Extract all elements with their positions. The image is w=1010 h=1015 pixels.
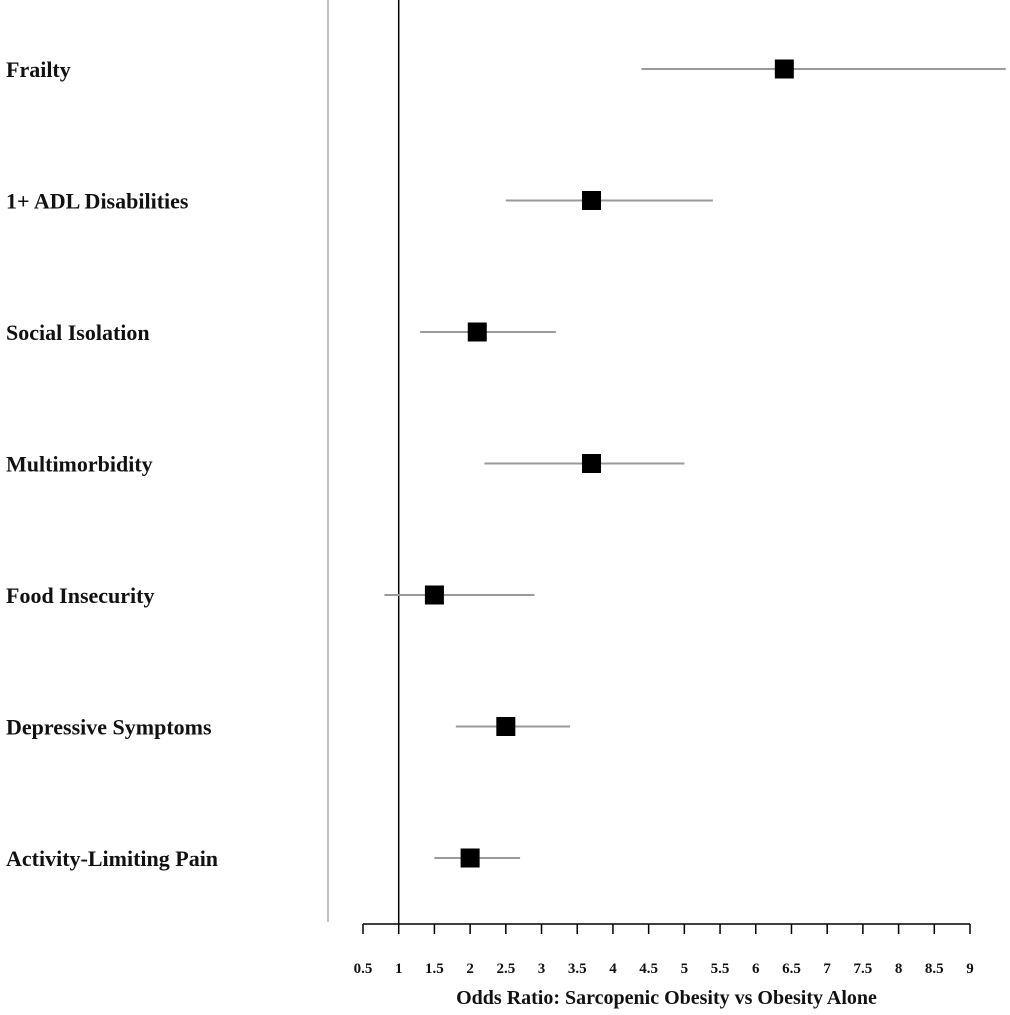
row-label: Multimorbidity — [6, 452, 153, 477]
forest-row: Frailty — [6, 57, 1006, 82]
x-tick-label: 0.5 — [354, 961, 373, 977]
forest-row: Multimorbidity — [6, 452, 685, 477]
x-tick-label: 1 — [395, 961, 403, 977]
odds-ratio-marker — [424, 585, 444, 605]
x-tick-label: 3.5 — [568, 961, 587, 977]
odds-ratio-marker — [496, 717, 516, 736]
x-tick-label: 8 — [895, 961, 903, 977]
forest-rows: Frailty 1+ ADL Disabilities Social Isolati… — [6, 57, 1006, 871]
x-tick-label: 7 — [823, 961, 831, 977]
odds-ratio-marker — [774, 59, 794, 79]
x-axis-title: Odds Ratio: Sarcopenic Obesity vs Obesit… — [456, 987, 877, 1009]
x-tick-label: 7.5 — [854, 961, 873, 977]
odds-ratio-marker — [582, 454, 602, 473]
x-axis-tick-labels: 0.5 1 1.5 2 2.5 3 3.5 4 4.5 5 5.5 6 6.5 7 7.5 8 8.5 9 — [354, 961, 974, 977]
row-label: Frailty — [6, 57, 71, 82]
x-tick-label: 1.5 — [425, 961, 444, 977]
row-label: Depressive Symptoms — [6, 715, 212, 740]
x-tick-label: 5 — [681, 961, 689, 977]
x-tick-label: 6.5 — [782, 961, 801, 977]
x-tick-label: 8.5 — [925, 961, 944, 977]
odds-ratio-marker — [467, 322, 487, 342]
x-tick-label: 2 — [466, 961, 474, 977]
row-label: 1+ ADL Disabilities — [6, 189, 189, 214]
x-tick-label: 6 — [752, 961, 760, 977]
x-tick-label: 2.5 — [496, 961, 515, 977]
forest-row: Food Insecurity — [6, 583, 535, 608]
forest-row: Social Isolation — [6, 320, 556, 345]
row-label: Food Insecurity — [6, 583, 155, 608]
x-axis-ticks — [362, 924, 971, 934]
x-tick-label: 4.5 — [639, 961, 658, 977]
x-tick-label: 4 — [609, 961, 617, 977]
forest-row: 1+ ADL Disabilities — [6, 189, 713, 214]
x-tick-label: 9 — [966, 961, 974, 977]
row-label: Social Isolation — [6, 320, 150, 345]
forest-row: Activity-Limiting Pain — [6, 846, 521, 871]
forest-row: Depressive Symptoms — [6, 715, 571, 740]
row-label: Activity-Limiting Pain — [6, 846, 218, 871]
odds-ratio-marker — [582, 191, 602, 210]
x-tick-label: 5.5 — [711, 961, 730, 977]
x-tick-label: 3 — [538, 961, 546, 977]
odds-ratio-marker — [460, 848, 480, 868]
